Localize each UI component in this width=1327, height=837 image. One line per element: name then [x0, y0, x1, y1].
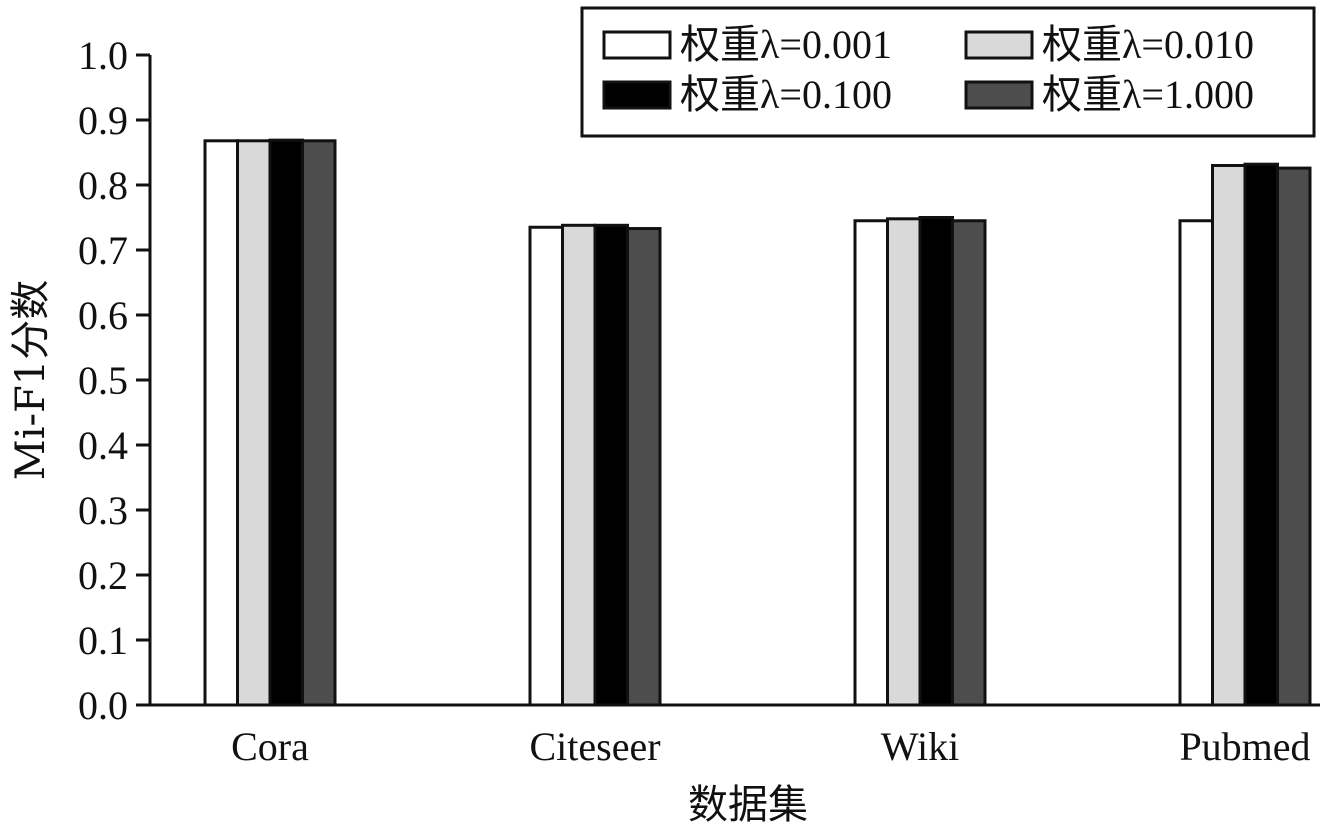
y-tick-label: 0.4	[78, 423, 128, 468]
y-tick-label: 0.9	[78, 98, 128, 143]
legend-swatch	[964, 80, 1034, 110]
x-category-label: Pubmed	[1179, 724, 1310, 769]
y-tick-label: 0.1	[78, 618, 128, 663]
y-tick-label: 0.7	[78, 228, 128, 273]
bar-pubmed-series-1	[1178, 219, 1214, 707]
y-tick-label: 1.0	[78, 33, 128, 78]
bar-pubmed-series-3	[1243, 162, 1279, 707]
bar-cora-series-2	[236, 139, 272, 707]
y-axis-ticks: 0.0 0.1 0.2 0.3 0.4 0.5 0.6 0.7 0.8 0.9 1.0	[78, 33, 150, 728]
bars-group	[203, 138, 1312, 707]
x-category-label: Cora	[231, 724, 309, 769]
legend-swatch	[602, 80, 672, 110]
y-tick-label: 0.6	[78, 293, 128, 338]
bar-citeseer-series-4	[626, 227, 662, 707]
y-axis-title: Mi-F1分数	[8, 280, 54, 480]
y-tick-label: 0.5	[78, 358, 128, 403]
legend-swatch	[964, 30, 1034, 60]
legend-label: 权重λ=1.000	[1042, 72, 1254, 117]
x-axis-title: 数据集	[688, 782, 808, 828]
y-tick-label: 0.0	[78, 683, 128, 728]
bar-citeseer-series-3	[593, 223, 629, 707]
bar-cora-series-1	[203, 139, 239, 707]
x-axis-labels: Cora Citeseer Wiki Pubmed	[231, 724, 1310, 769]
legend: 权重λ=0.001 权重λ=0.010 权重λ=0.100 权重λ=1.000	[580, 6, 1316, 138]
legend-frame	[580, 6, 1316, 138]
bar-cora-series-3	[268, 138, 304, 707]
legend-label: 权重λ=0.100	[680, 72, 892, 117]
legend-swatch	[602, 30, 672, 60]
y-tick-label: 0.8	[78, 163, 128, 208]
bar-citeseer-series-1	[528, 225, 564, 707]
bar-wiki-series-3	[918, 216, 954, 707]
y-tick-label: 0.2	[78, 553, 128, 598]
bar-cora-series-4	[301, 139, 337, 707]
x-category-label: Citeseer	[529, 724, 660, 769]
x-category-label: Wiki	[881, 724, 959, 769]
bar-pubmed-series-2	[1211, 164, 1247, 707]
bar-wiki-series-1	[853, 219, 889, 707]
legend-label: 权重λ=0.010	[1042, 22, 1254, 67]
bar-wiki-series-2	[886, 217, 922, 707]
y-tick-label: 0.3	[78, 488, 128, 533]
bar-citeseer-series-2	[561, 223, 597, 707]
bar-pubmed-series-4	[1276, 166, 1312, 707]
bar-wiki-series-4	[951, 219, 987, 707]
legend-label: 权重λ=0.001	[680, 22, 892, 67]
